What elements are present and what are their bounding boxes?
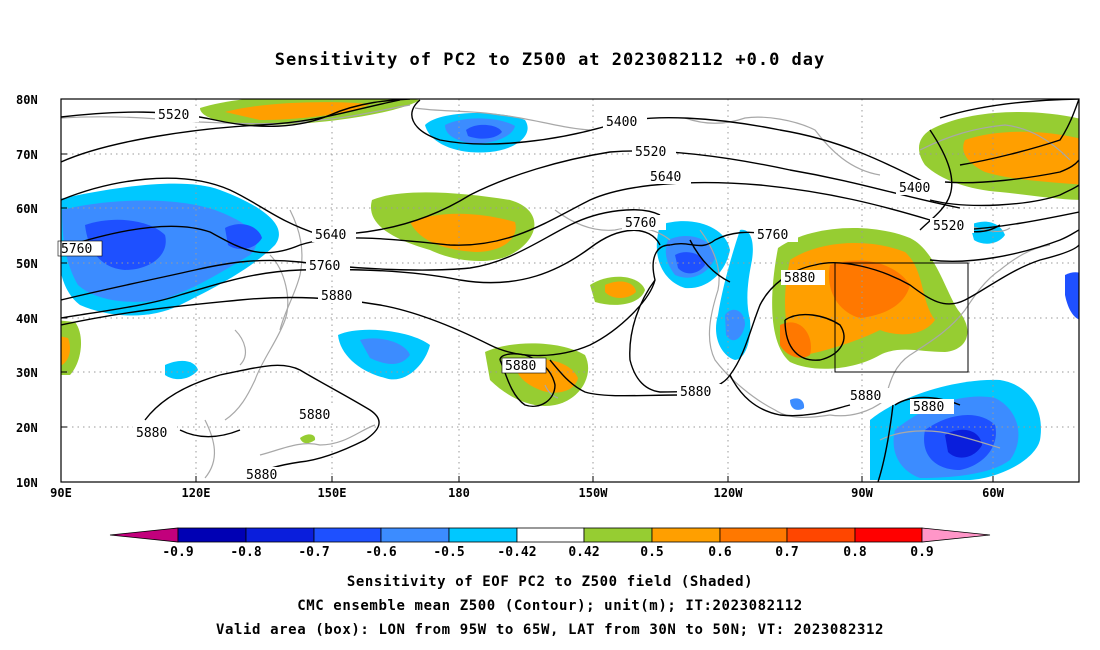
colorbar-label: 0.9 [910,545,933,560]
colorbar-arrow-left [109,527,179,543]
lat-label: 60N [16,202,38,216]
lat-label: 30N [16,366,38,380]
contour-label: 5880 [913,400,944,415]
lon-label: 90W [851,486,873,500]
latitude-labels: 80N 70N 60N 50N 40N 30N 20N 10N [16,93,38,490]
caption-valid-area: Valid area (box): LON from 95W to 65W, L… [215,622,885,638]
lon-label: 180 [448,486,470,500]
negative-sensitivity-shading [61,113,1079,480]
contour-label: 5880 [136,426,167,441]
colorbar-label: -0.5 [433,545,464,560]
colorbar-label: -0.42 [497,545,536,560]
caption-contour: CMC ensemble mean Z500 (Contour); unit(m… [297,598,803,614]
contour-label: 5760 [757,228,788,243]
contour-label: 5880 [784,271,815,286]
contour-label: 5760 [625,216,656,231]
colorbar-label: 0.8 [843,545,867,560]
contour-label: 5520 [933,219,964,234]
lon-label: 120W [714,486,744,500]
contour-label: 5640 [650,170,681,185]
contour-label: 5880 [505,359,536,374]
colorbar-label: -0.8 [230,545,261,560]
colorbar-label: 0.42 [568,545,599,560]
contour-label: 5880 [246,468,277,483]
longitude-labels: 90E 120E 150E 180 150W 120W 90W 60W [50,486,1004,500]
lon-label: 90E [50,486,72,500]
contour-label: 5880 [850,389,881,404]
colorbar [109,527,991,543]
colorbar-label: 0.7 [775,545,798,560]
lon-label: 120E [182,486,211,500]
caption-shading: Sensitivity of EOF PC2 to Z500 field (Sh… [346,574,754,590]
colorbar-label: -0.6 [365,545,396,560]
lat-label: 50N [16,257,38,271]
contour-label: 5400 [899,181,930,196]
coastlines [61,104,1071,479]
colorbar-label: 0.5 [640,545,663,560]
colorbar-label: -0.9 [162,545,193,560]
contour-label: 5760 [309,259,340,274]
chart-title: Sensitivity of PC2 to Z500 at 2023082112… [274,50,826,70]
lon-label: 60W [982,486,1004,500]
lon-label: 150E [318,486,347,500]
valid-area-box [834,262,969,373]
colorbar-arrow-right [921,527,991,543]
contour-label: 5520 [158,108,189,123]
lat-label: 20N [16,421,38,435]
contour-labels: 5520 5400 5520 5640 5760 5760 5880 5760 … [57,107,974,483]
contour-label: 5400 [606,115,637,130]
lon-label: 150W [579,486,609,500]
colorbar-labels: -0.9 -0.8 -0.7 -0.6 -0.5 -0.42 0.42 0.5 … [162,545,933,560]
contour-label: 5520 [635,145,666,160]
contour-label: 5880 [321,289,352,304]
contour-label: 5760 [61,242,92,257]
lat-label: 70N [16,148,38,162]
colorbar-label: 0.6 [708,545,732,560]
plot-frame [60,98,1080,483]
axis-ticks [60,98,994,483]
contour-label: 5880 [680,385,711,400]
contour-label: 5640 [315,228,346,243]
lat-label: 40N [16,312,38,326]
lat-label: 80N [16,93,38,107]
lat-label: 10N [16,476,38,490]
contour-label: 5880 [299,408,330,423]
colorbar-label: -0.7 [298,545,329,560]
